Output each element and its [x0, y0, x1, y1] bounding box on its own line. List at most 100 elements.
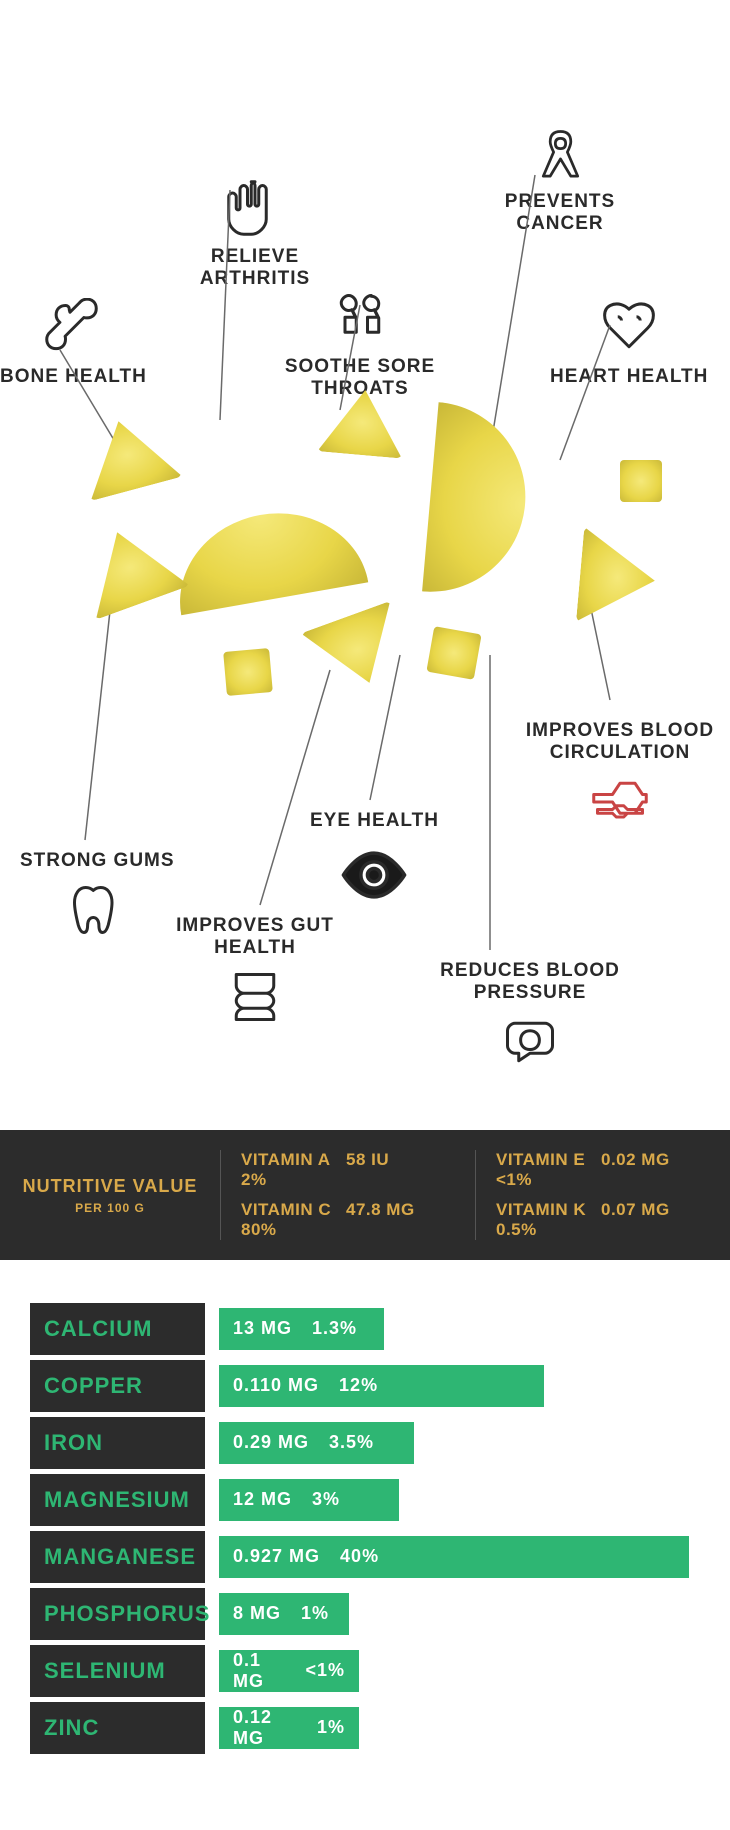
benefit-label: PREVENTS CANCER [480, 191, 640, 235]
mineral-bar-container: 8 MG 1% [205, 1593, 700, 1635]
mineral-bar: 0.12 MG 1% [219, 1707, 359, 1749]
mineral-bar-container: 0.12 MG 1% [205, 1707, 700, 1749]
vitamin-column-left: VITAMIN A58 IU 2% VITAMIN C47.8 MG 80% [241, 1140, 455, 1250]
mineral-amount: 12 MG [233, 1489, 292, 1510]
mineral-bar: 0.1 µG <1% [219, 1650, 359, 1692]
benefit-label: BONE HEALTH [0, 366, 147, 388]
mineral-name: COPPER [30, 1360, 205, 1412]
mineral-amount: 0.927 MG [233, 1546, 320, 1567]
nutrition-title: NUTRITIVE VALUE [20, 1176, 200, 1197]
mineral-pct: 1% [317, 1717, 345, 1738]
mineral-pct: <1% [305, 1660, 345, 1681]
mineral-bar: 0.29 MG 3.5% [219, 1422, 414, 1464]
mineral-bar: 8 MG 1% [219, 1593, 349, 1635]
benefit-bone: BONE HEALTH [0, 290, 147, 388]
mineral-pct: 1.3% [312, 1318, 357, 1339]
benefit-bp-monitor: REDUCES BLOOD PRESSURE [430, 960, 630, 1080]
benefit-label: REDUCES BLOOD PRESSURE [430, 960, 630, 1004]
pineapple-piece [70, 515, 190, 620]
mineral-row: MANGANESE 0.927 MG 40% [30, 1528, 700, 1585]
benefit-label: IMPROVES BLOOD CIRCULATION [520, 720, 720, 764]
vitamin-amount: 0.07 µG [601, 1200, 691, 1220]
hand-joint-icon [225, 178, 285, 238]
divider [475, 1150, 476, 1240]
vitamin-name: VITAMIN A [241, 1150, 346, 1170]
vitamin-pct: 0.5% [496, 1220, 537, 1240]
benefit-tooth: STRONG GUMS [20, 850, 175, 948]
mineral-bar: 0.110 MG 12% [219, 1365, 544, 1407]
mineral-name: MANGANESE [30, 1531, 205, 1583]
pineapple-piece [301, 601, 414, 699]
benefit-label: STRONG GUMS [20, 850, 175, 872]
benefit-eye: EYE HEALTH [310, 810, 439, 918]
pineapple-piece [317, 386, 407, 458]
vitamin-column-right: VITAMIN E0.02 MG <1% VITAMIN K0.07 µG 0.5% [496, 1140, 710, 1250]
vitamin-row: VITAMIN K0.07 µG 0.5% [496, 1200, 710, 1240]
vitamin-pct: <1% [496, 1170, 532, 1190]
benefits-section: BONE HEALTHRELIEVE ARTHRITISSOOTHE SORE … [0, 0, 730, 1130]
mineral-pct: 40% [340, 1546, 379, 1567]
mineral-bar: 13 MG 1.3% [219, 1308, 384, 1350]
mineral-pct: 1% [301, 1603, 329, 1624]
benefit-intestines: IMPROVES GUT HEALTH [155, 915, 355, 1035]
pineapple-piece [426, 626, 481, 680]
vitamin-row: VITAMIN E0.02 MG <1% [496, 1150, 710, 1190]
mineral-row: SELENIUM 0.1 µG <1% [30, 1642, 700, 1699]
minerals-chart: CALCIUM 13 MG 1.3% COPPER 0.110 MG 12% I… [0, 1260, 730, 1830]
mineral-row: IRON 0.29 MG 3.5% [30, 1414, 700, 1471]
mineral-row: CALCIUM 13 MG 1.3% [30, 1300, 700, 1357]
blood-vessels-icon [590, 772, 650, 832]
mineral-bar-container: 0.29 MG 3.5% [205, 1422, 700, 1464]
mineral-row: ZINC 0.12 MG 1% [30, 1699, 700, 1756]
vitamin-row: VITAMIN C47.8 MG 80% [241, 1200, 455, 1240]
heart-anatomy-icon [599, 298, 659, 358]
benefit-label: EYE HEALTH [310, 810, 439, 832]
mineral-amount: 8 MG [233, 1603, 281, 1624]
bone-icon [43, 298, 103, 358]
mineral-name: PHOSPHORUS [30, 1588, 205, 1640]
mineral-amount: 13 MG [233, 1318, 292, 1339]
mineral-row: MAGNESIUM 12 MG 3% [30, 1471, 700, 1528]
mineral-pct: 12% [339, 1375, 378, 1396]
ribbon-icon [533, 128, 588, 183]
benefit-heart-anatomy: HEART HEALTH [550, 290, 708, 388]
pineapple-piece [223, 648, 273, 696]
mineral-bar: 12 MG 3% [219, 1479, 399, 1521]
nutrition-title-box: NUTRITIVE VALUE PER 100 G [20, 1176, 200, 1215]
vitamin-row: VITAMIN A58 IU 2% [241, 1150, 455, 1190]
mineral-bar-container: 0.1 µG <1% [205, 1650, 700, 1692]
vitamin-name: VITAMIN C [241, 1200, 346, 1220]
mineral-amount: 0.1 µG [233, 1650, 285, 1692]
pineapple-illustration [60, 390, 670, 710]
nutrition-subtitle: PER 100 G [20, 1201, 200, 1215]
vitamin-pct: 80% [241, 1220, 277, 1240]
vitamin-nutrition-bar: NUTRITIVE VALUE PER 100 G VITAMIN A58 IU… [0, 1130, 730, 1260]
mineral-name: IRON [30, 1417, 205, 1469]
benefit-label: HEART HEALTH [550, 366, 708, 388]
divider [220, 1150, 221, 1240]
mineral-amount: 0.110 MG [233, 1375, 319, 1396]
benefit-label: IMPROVES GUT HEALTH [155, 915, 355, 959]
mineral-bar: 0.927 MG 40% [219, 1536, 689, 1578]
vitamin-amount: 47.8 MG [346, 1200, 436, 1220]
mineral-name: ZINC [30, 1702, 205, 1754]
vitamin-pct: 2% [241, 1170, 267, 1190]
vitamin-amount: 58 IU [346, 1150, 436, 1170]
intestines-icon [225, 967, 285, 1027]
mineral-bar-container: 0.927 MG 40% [205, 1536, 700, 1578]
mineral-name: CALCIUM [30, 1303, 205, 1355]
vitamin-name: VITAMIN E [496, 1150, 601, 1170]
mineral-bar-container: 12 MG 3% [205, 1479, 700, 1521]
vitamin-amount: 0.02 MG [601, 1150, 691, 1170]
tooth-icon [67, 880, 127, 940]
pineapple-infographic: BONE HEALTHRELIEVE ARTHRITISSOOTHE SORE … [0, 0, 730, 1830]
pineapple-piece [576, 527, 659, 628]
mineral-amount: 0.12 MG [233, 1707, 297, 1749]
bp-monitor-icon [500, 1012, 560, 1072]
benefit-blood-vessels: IMPROVES BLOOD CIRCULATION [520, 720, 720, 840]
mineral-bar-container: 0.110 MG 12% [205, 1365, 700, 1407]
pineapple-piece [620, 460, 662, 502]
vitamin-name: VITAMIN K [496, 1200, 601, 1220]
eye-icon [339, 840, 409, 910]
mineral-row: PHOSPHORUS 8 MG 1% [30, 1585, 700, 1642]
